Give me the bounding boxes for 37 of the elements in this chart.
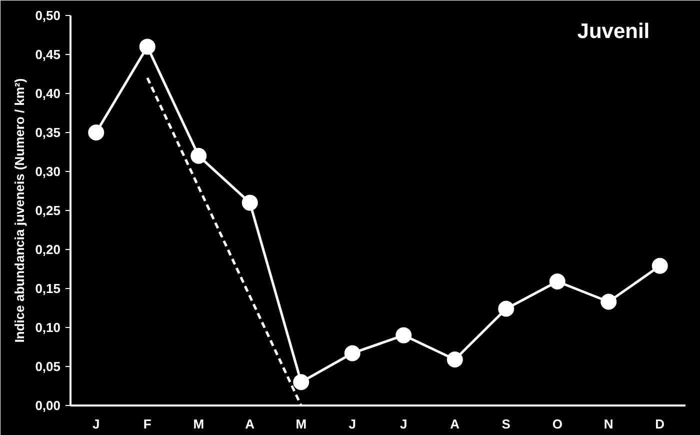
- point: [139, 38, 156, 55]
- point: [446, 351, 463, 368]
- x-tick-label: O: [552, 416, 562, 432]
- y-tick-label: 0,40: [35, 86, 61, 101]
- y-tick-label: 0,10: [35, 320, 61, 335]
- y-tick-label: 0,45: [35, 47, 61, 62]
- y-tick-label: 0,15: [35, 281, 61, 296]
- x-tick-label: M: [193, 416, 204, 432]
- point: [293, 374, 310, 390]
- chart-title: Juvenil: [577, 20, 650, 43]
- x-tick-label: F: [143, 416, 152, 432]
- point: [652, 258, 668, 274]
- point: [549, 273, 566, 290]
- y-tick-label: 0,20: [35, 242, 61, 257]
- x-tick-label: J: [348, 416, 356, 432]
- x-tick-label: A: [245, 416, 256, 432]
- x-tick-label: D: [655, 416, 665, 432]
- point: [600, 294, 617, 310]
- y-tick-label: 0,30: [35, 164, 61, 179]
- x-tick-label: N: [604, 416, 614, 432]
- y-tick-label: 0,35: [35, 125, 61, 140]
- y-tick-label: 0,25: [35, 203, 61, 218]
- point: [190, 148, 207, 164]
- point: [88, 124, 104, 140]
- point: [242, 194, 258, 211]
- point: [498, 300, 514, 317]
- x-tick-label: J: [400, 416, 408, 432]
- y-tick-label: 0,50: [35, 8, 61, 23]
- point: [396, 327, 412, 344]
- point: [344, 345, 360, 362]
- x-tick-label: S: [502, 416, 511, 432]
- y-tick-label: 0,05: [35, 359, 61, 374]
- x-tick-label: M: [296, 416, 307, 432]
- x-tick-label: A: [450, 416, 460, 432]
- x-tick-label: J: [92, 416, 100, 432]
- y-axis-title: Indice abundancia juveneis (Numero / km²): [12, 78, 28, 343]
- y-tick-label: 0,00: [35, 398, 61, 413]
